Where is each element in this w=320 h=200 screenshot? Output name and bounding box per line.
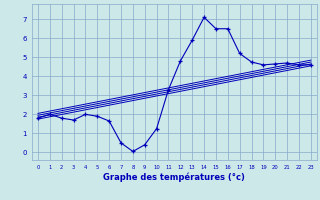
X-axis label: Graphe des températures (°c): Graphe des températures (°c) — [103, 173, 245, 182]
